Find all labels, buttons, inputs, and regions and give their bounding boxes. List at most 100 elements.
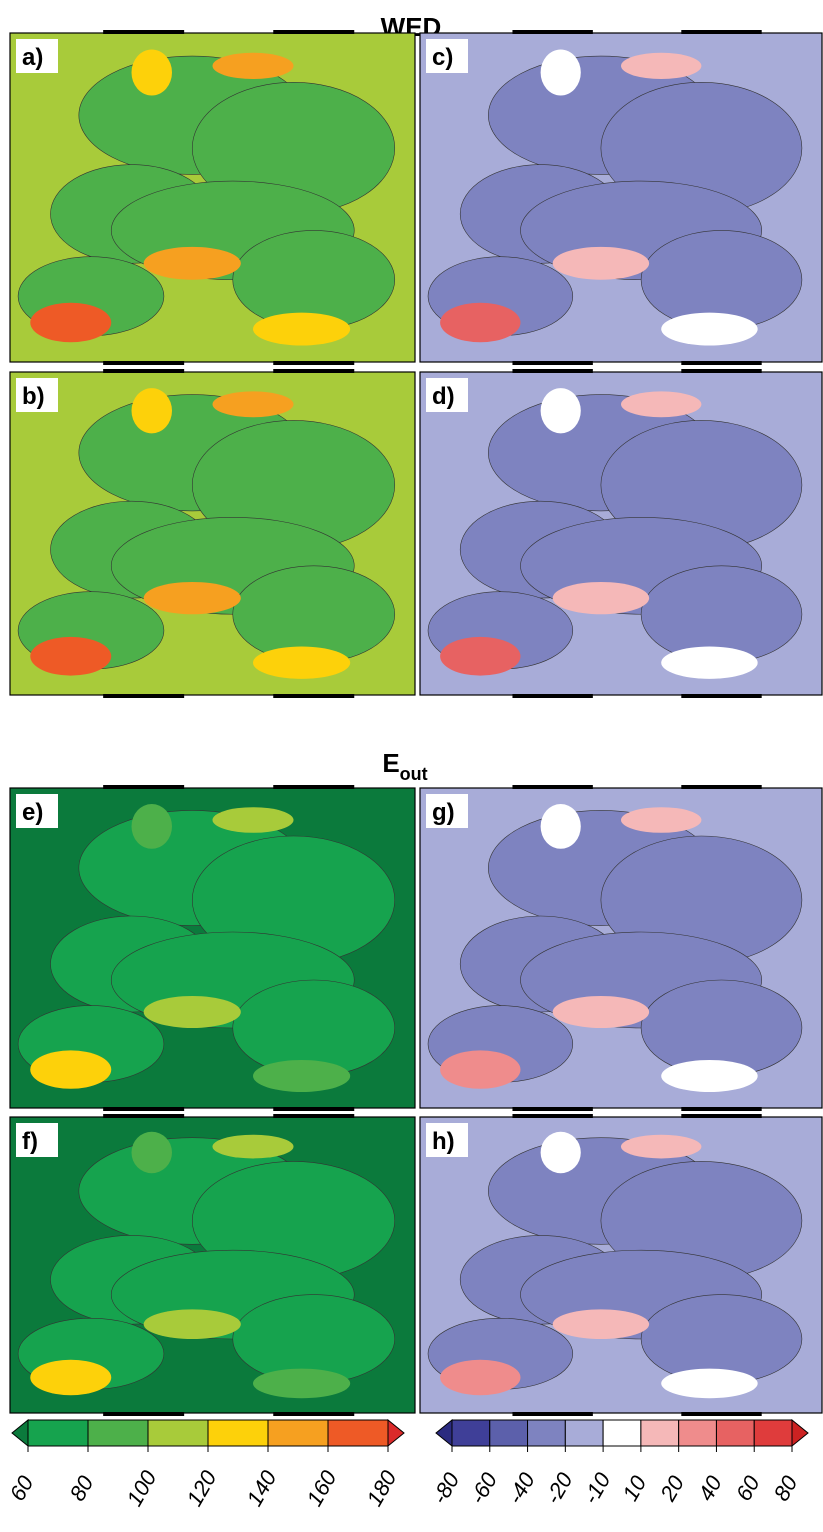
frame-bar: [512, 361, 593, 365]
frame-bar: [103, 1107, 185, 1111]
frame-bar: [273, 361, 355, 365]
map-frame: [9, 32, 416, 363]
frame-bar: [512, 1107, 593, 1111]
label-box: [426, 1123, 468, 1157]
anomaly-region: [212, 391, 294, 418]
anomaly-region: [30, 1050, 112, 1089]
frame-bar: [103, 785, 185, 789]
map-panel: h): [419, 1114, 823, 1416]
anomaly-region: [440, 1050, 521, 1089]
colorbar-tick-label: 60: [731, 1471, 765, 1505]
colorbar-segment: [564, 1419, 604, 1447]
map-frame: [419, 32, 823, 363]
anomaly-region: [212, 807, 294, 833]
frame-bar: [273, 1107, 355, 1111]
frame-bar: [103, 1114, 185, 1118]
frame-bar: [512, 785, 593, 789]
label-box: [16, 1123, 58, 1157]
anomaly-region: [621, 1134, 702, 1159]
frame-bar: [512, 694, 593, 698]
panel-label: h): [432, 1128, 455, 1155]
anomaly-region: [552, 1309, 650, 1339]
anomaly-region: [131, 804, 172, 849]
frame-bar: [273, 1114, 355, 1118]
colorbar-extension: [791, 1418, 809, 1448]
frame-bar: [512, 369, 593, 373]
anomaly-region: [661, 646, 758, 679]
map-panel: g): [419, 785, 823, 1111]
colorbar-tick-label: -10: [578, 1468, 616, 1509]
label-box: [16, 39, 58, 73]
colorbar-segment: [715, 1419, 755, 1447]
frame-bar: [681, 1412, 762, 1416]
anomaly-region: [143, 581, 241, 615]
anomaly-region: [440, 302, 521, 343]
colorbar-segment: [451, 1419, 491, 1447]
frame-bar: [273, 1412, 355, 1416]
anomaly-region: [131, 49, 172, 96]
frame-bar: [681, 361, 762, 365]
anomaly-region: [253, 1368, 351, 1399]
frame-bar: [681, 30, 762, 34]
colorbar-tick-label: -60: [465, 1468, 503, 1509]
colorbar-segment: [753, 1419, 793, 1447]
anomaly-region: [131, 1131, 172, 1174]
colorbar-tick-label: 40: [693, 1471, 727, 1505]
frame-bar: [681, 1114, 762, 1118]
section-title: Eout: [382, 748, 427, 784]
anomaly-region: [552, 996, 650, 1028]
anomaly-region: [661, 1368, 758, 1399]
label-box: [426, 39, 468, 73]
colorbar-segment: [327, 1419, 389, 1447]
anomaly-region: [552, 581, 650, 615]
frame-bar: [273, 30, 355, 34]
frame-bar: [273, 785, 355, 789]
label-box: [16, 378, 58, 412]
frame-bar: [681, 785, 762, 789]
colorbar-extension: [11, 1418, 29, 1448]
panel-label: a): [22, 44, 43, 71]
anomaly-region: [212, 1134, 294, 1159]
anomaly-region: [540, 804, 581, 849]
anomaly-region: [30, 1359, 112, 1396]
colorbar-tick-label: 80: [769, 1471, 803, 1505]
map-panel: a): [9, 30, 416, 365]
panel-label: c): [432, 44, 453, 71]
map-frame: [9, 371, 416, 696]
panel-label: e): [22, 799, 43, 826]
anomaly-region: [30, 302, 112, 343]
colorbar-tick-label: -20: [540, 1468, 578, 1509]
map-panel: c): [419, 30, 823, 365]
colorbar-segment: [527, 1419, 566, 1447]
anomaly-region: [621, 52, 702, 80]
frame-bar: [512, 30, 593, 34]
colorbar-segment: [489, 1419, 529, 1447]
colorbar-segment: [602, 1419, 642, 1447]
map-frame: [419, 1116, 823, 1414]
colorbar-segment: [27, 1419, 89, 1447]
anomaly-region: [440, 1359, 521, 1396]
map-frame: [9, 1116, 416, 1414]
anomaly-region: [540, 388, 581, 434]
anomaly-region: [253, 312, 351, 346]
anomaly-region: [661, 1060, 758, 1092]
frame-bar: [681, 369, 762, 373]
colorbar-tick-label: 180: [361, 1465, 401, 1510]
colorbar-segment: [147, 1419, 209, 1447]
map-panel: b): [9, 369, 416, 698]
anomaly-region: [253, 646, 351, 679]
anomaly-region: [143, 996, 241, 1028]
anomaly-region: [212, 52, 294, 80]
frame-bar: [103, 369, 185, 373]
frame-bar: [512, 1114, 593, 1118]
label-box: [426, 378, 468, 412]
colorbar-tick-label: -80: [427, 1468, 465, 1509]
colorbar-tick-label: -40: [502, 1468, 540, 1509]
colorbar-tick-label: 20: [655, 1471, 690, 1506]
frame-bar: [681, 694, 762, 698]
panel-label: f): [22, 1128, 38, 1155]
colorbar-tick-label: 140: [241, 1465, 281, 1510]
title-main: E: [382, 748, 399, 778]
label-box: [426, 794, 468, 828]
